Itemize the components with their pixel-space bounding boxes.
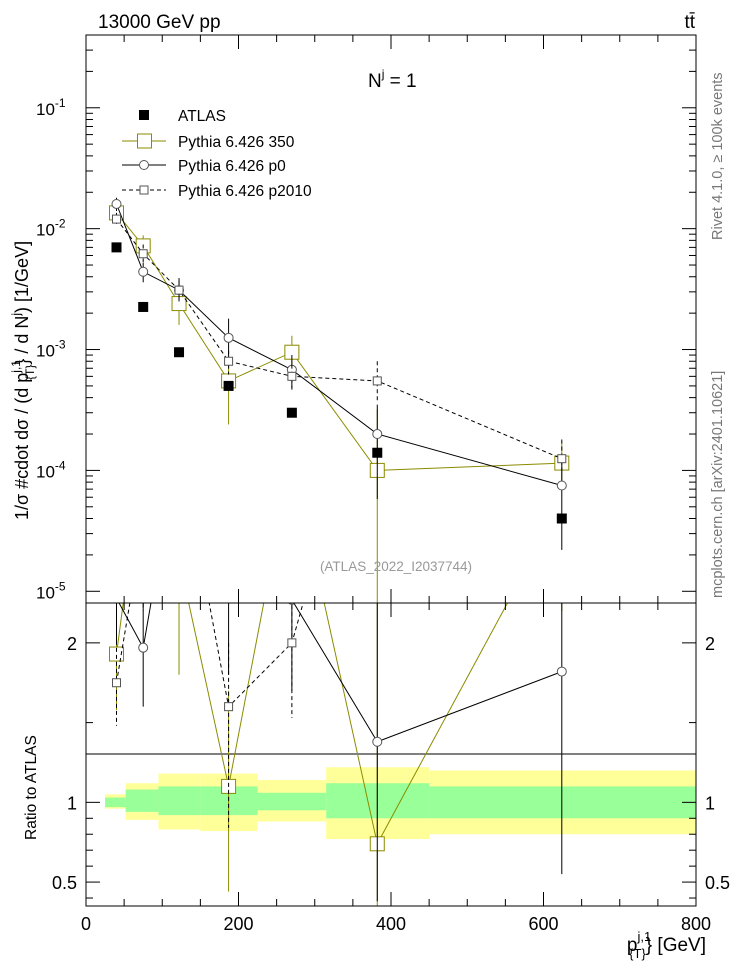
marker-ratio-p0 [175,437,184,446]
band-inner [105,797,126,808]
ratio-x-tick-label: 400 [376,914,406,934]
marker-ratio-p0 [556,666,567,677]
marker-ratio-p2010 [373,336,381,344]
main-y-tick-label: 10-3 [36,338,66,361]
marker-atlas [286,407,297,418]
ratio-uncertainty-bands [105,767,696,840]
legend-entry-atlas: ATLAS [139,108,226,125]
marker-ratio-p2010 [112,678,121,688]
main-axis-tick-labels: 10-5 10-4 10-3 10-2 10-1 [36,96,66,603]
marker-p0 [556,480,567,491]
marker-ratio-p2010 [287,638,297,648]
marker-p2010 [557,454,567,464]
marker-atlas [174,347,185,358]
marker-atlas [138,301,149,312]
main-axis-ticks [85,34,697,603]
legend-entry-p2010: Pythia 6.426 p2010 [122,183,312,200]
series-line-p0 [116,203,562,486]
marker-p0 [111,198,122,209]
band-inner [125,789,159,812]
legend-label-atlas: ATLAS [178,108,226,125]
legend-marker-p0 [139,160,149,170]
marker-p2010 [287,371,297,381]
marker-p2010 [372,376,382,386]
ratio-y-tick-label: 0.5 [52,873,77,893]
side-label-top: Rivet 4.1.0, ≥ 100k events [710,72,726,240]
marker-ratio-350 [136,445,150,459]
marker-atlas [111,242,122,253]
legend-marker-350 [137,133,152,149]
marker-atlas [223,380,234,391]
main-y-axis-label: 1/σ #cdot dσ / (d pj,1{T}} / d Nj) [1/Ge… [9,241,37,520]
legend-marker-p2010 [139,185,149,195]
header-left: 13000 GeV pp [98,12,221,33]
main-y-tick-label: 10-5 [36,579,66,602]
marker-ratio-p0 [138,642,149,653]
ratio-panel: 0 200 400 600 800 0.5 0.5 1 1 2 2 Ratio to ATLAS p… [23,336,730,961]
marker-ratio-p0 [372,736,383,747]
main-y-tick-label: 10-2 [36,217,66,240]
marker-ratio-p2010 [139,519,147,527]
ratio-y-tick-label: 1 [67,793,77,813]
marker-ratio-p2010 [224,702,234,712]
series-line-350 [116,212,562,471]
marker-p2010 [174,285,184,295]
ratio-axis-ticks [85,603,697,906]
ratio-series [109,336,567,906]
marker-atlas [556,513,567,524]
series-line-p2010 [116,218,562,460]
side-label-bottom: mcplots.cern.ch [arXiv:2401.10621] [710,371,726,598]
legend-label-350: Pythia 6.426 350 [178,134,295,151]
legend-entry-p0: Pythia 6.426 p0 [122,158,286,175]
ratio-y-tick-label-right: 1 [705,793,715,813]
marker-ratio-350 [285,449,299,463]
marker-p0 [223,332,234,343]
band-inner [257,792,327,811]
ratio-y-tick-label: 2 [67,634,77,654]
marker-ratio-350 [109,646,124,662]
marker-atlas [372,447,383,458]
legend: ATLAS Pythia 6.426 350 Pythia 6.426 p0 P… [122,108,312,200]
ratio-axis-tick-labels: 0 200 400 600 800 0.5 0.5 1 1 2 2 [52,634,730,934]
legend-label-p2010: Pythia 6.426 p2010 [178,183,312,200]
main-panel: 10-5 10-4 10-3 10-2 10-1 Nj = 1 (ATLAS_2022_… [9,34,697,604]
marker-ratio-p0 [115,603,118,604]
x-axis-label: pj,1 {T}} [GeV] [627,929,706,961]
marker-p2010 [112,214,121,224]
band-inner [158,786,201,816]
marker-ratio-p0 [224,559,233,568]
ratio-x-tick-label: 200 [223,914,253,934]
marker-p2010 [224,356,234,366]
ratio-x-tick-label: 800 [681,914,711,934]
ratio-line-p2010 [116,603,304,708]
legend-entry-350: Pythia 6.426 350 [122,133,295,151]
band-inner [429,786,696,819]
marker-ratio-350 [172,551,186,565]
ratio-x-tick-label: 600 [528,914,558,934]
ratio-y-tick-label-right: 0.5 [705,873,730,893]
analysis-watermark: (ATLAS_2022_I2037744) [320,559,472,574]
ratio-y-axis-label: Ratio to ATLAS [23,735,40,840]
marker-p0 [372,429,383,440]
marker-p0 [138,266,149,277]
main-y-tick-label: 10-4 [36,458,66,481]
main-series [109,197,570,603]
plot-title: Nj = 1 [368,67,417,92]
ratio-x-tick-label: 0 [81,914,91,934]
marker-p2010 [138,249,148,259]
ratio-y-tick-label-right: 2 [705,634,715,654]
header-right: tt̄ [684,12,695,33]
legend-marker-atlas [139,110,149,120]
legend-label-p0: Pythia 6.426 p0 [178,158,286,175]
main-y-tick-label: 10-1 [36,96,66,119]
ratio-line-p0 [118,603,562,743]
marker-ratio-p2010 [175,438,183,446]
